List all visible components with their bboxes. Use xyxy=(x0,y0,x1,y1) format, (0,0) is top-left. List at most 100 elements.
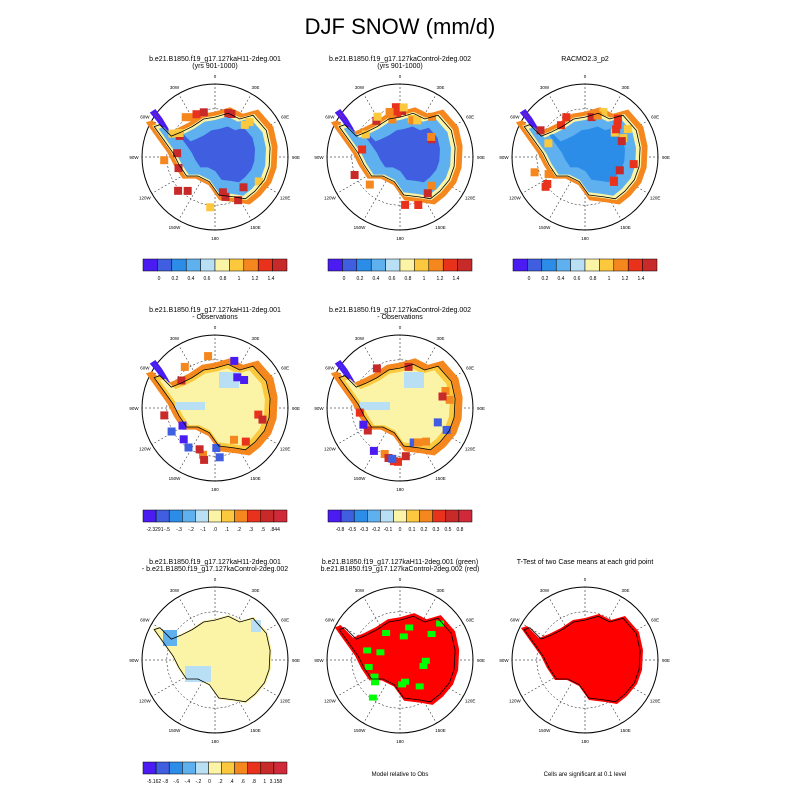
colorbar-tick-label: 1.4 xyxy=(268,276,275,282)
grid-cell xyxy=(612,125,621,134)
grid-cell xyxy=(245,118,254,127)
panel-title: b.e21.B1850.f19_g17.127kaH11-2deg.001 (g… xyxy=(322,559,478,566)
lon-label: 90W xyxy=(129,155,139,160)
snow-field-interior xyxy=(179,126,255,183)
colorbar-tick-label: .1 xyxy=(225,527,229,533)
grid-cell xyxy=(204,352,213,361)
lon-label: 150W xyxy=(169,476,182,481)
coastline xyxy=(153,363,271,451)
grid-cell xyxy=(394,457,402,466)
grid-cell xyxy=(587,113,596,122)
colorbar-cell xyxy=(157,258,173,272)
grid-cell xyxy=(173,149,182,158)
grid-cell xyxy=(363,426,372,435)
lon-label: 30W xyxy=(170,336,180,341)
colorbar-cell xyxy=(613,258,629,272)
colorbar-cell xyxy=(168,509,183,523)
grid-cell xyxy=(180,362,189,371)
red-cells xyxy=(334,613,460,705)
lon-label: 60E xyxy=(281,618,289,623)
colorbar-tick-label: -.6 xyxy=(173,779,179,785)
grid-cell xyxy=(629,160,638,169)
grid-cell xyxy=(184,443,193,452)
lon-label: 150W xyxy=(539,728,552,733)
grid-cell xyxy=(423,189,432,198)
grid-cell xyxy=(599,108,608,117)
colorbar-cell xyxy=(541,258,557,272)
grid-cell xyxy=(233,373,242,382)
colorbar-tick-label: .5 xyxy=(261,527,265,533)
colorbar-tick-label: 0.8 xyxy=(457,527,464,533)
coastline xyxy=(523,615,641,703)
lon-label: 120W xyxy=(324,196,337,201)
lon-label: 30E xyxy=(251,85,259,90)
grid-cell xyxy=(160,411,169,420)
grid-cell xyxy=(168,129,177,138)
panel-subtitle: - Observations xyxy=(377,314,423,321)
grid-cell xyxy=(365,180,374,189)
colorbar-tick-label: .844 xyxy=(270,527,280,533)
colorbar-tick-label: .0 xyxy=(213,527,217,533)
colorbar-tick-label: .4 xyxy=(230,779,234,785)
colorbar-tick-label: 0 xyxy=(208,779,211,785)
colorbar-cell xyxy=(273,509,288,523)
lon-label: 180 xyxy=(211,236,219,241)
grid-cell xyxy=(174,186,183,195)
colorbar-cell xyxy=(356,258,372,272)
grid-cell xyxy=(200,455,209,464)
colorbar-cell xyxy=(257,258,273,272)
colorbar-tick-label: 0.8 xyxy=(590,276,597,282)
grid-cell xyxy=(221,192,230,201)
grid-cell xyxy=(544,139,553,148)
lon-label: 60W xyxy=(140,618,150,623)
lon-label: 90W xyxy=(129,658,139,663)
diff-field xyxy=(152,614,272,704)
colorbar-tick-label: 0.1 xyxy=(409,527,416,533)
colorbar-cell xyxy=(393,509,407,523)
grid-cell xyxy=(388,115,397,124)
panel-p2: b.e21.B1850.f19_g17.127kaControl-2deg.00… xyxy=(314,56,485,282)
grid-cell xyxy=(414,201,423,209)
grid-cell xyxy=(373,112,382,121)
colorbar-cell xyxy=(327,509,342,523)
green-cell xyxy=(382,630,391,636)
colorbar-tick-label: -2.3291 xyxy=(147,527,164,533)
colorbar-cell xyxy=(208,761,222,775)
grid-cell xyxy=(258,415,267,424)
lon-label: 120W xyxy=(324,447,337,452)
panel-title: b.e21.B1850.f19_g17.127kaControl-2deg.00… xyxy=(329,307,471,314)
colorbar-cell xyxy=(272,258,288,272)
colorbar-tick-label: -.8 xyxy=(162,779,168,785)
coastline xyxy=(153,615,271,703)
grid-cell xyxy=(192,110,201,119)
lon-label: 0 xyxy=(584,577,587,582)
diff-patch xyxy=(251,620,261,632)
grid-cell xyxy=(234,196,243,205)
lon-label: 30W xyxy=(170,85,180,90)
grid-cell xyxy=(359,420,368,429)
colorbar-cell xyxy=(200,258,216,272)
colorbar-cell xyxy=(195,761,209,775)
grid-cell xyxy=(218,188,227,197)
colorbar-tick-label: -0.2 xyxy=(372,527,381,533)
panel-title: T-Test of two Case means at each grid po… xyxy=(517,559,654,566)
lon-label: 60E xyxy=(466,618,474,623)
lon-label: 0 xyxy=(214,325,217,330)
grid-cell xyxy=(427,132,436,141)
colorbar-tick-label: -0.1 xyxy=(384,527,393,533)
green-cell xyxy=(368,694,377,701)
lon-label: 120E xyxy=(280,196,291,201)
colorbar-tick-label: 0.2 xyxy=(421,527,428,533)
colorbar-tick-label: -.3 xyxy=(176,527,182,533)
coastline xyxy=(338,112,456,200)
colorbar-tick-label: .8 xyxy=(252,779,256,785)
lon-label: 60W xyxy=(325,115,335,120)
lon-label: 90E xyxy=(292,155,300,160)
panel-note: Cells are significant at 0.1 level xyxy=(544,772,627,778)
snow-field-interior xyxy=(364,126,440,183)
colorbar-tick-label: 0.4 xyxy=(558,276,565,282)
lon-label: 30E xyxy=(436,588,444,593)
lon-label: 150E xyxy=(250,476,261,481)
lon-label: 30E xyxy=(621,85,629,90)
